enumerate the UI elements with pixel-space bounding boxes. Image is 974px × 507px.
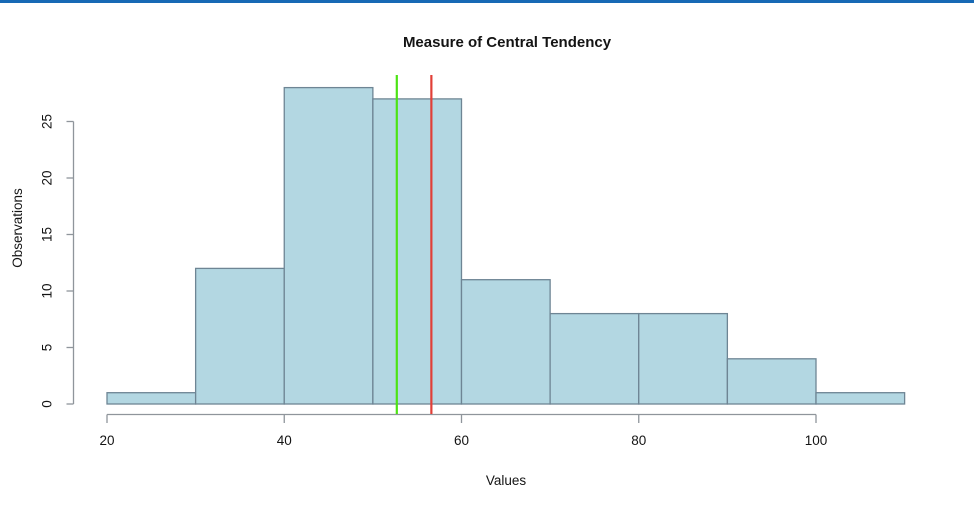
x-tick-label: 20	[99, 433, 114, 448]
y-tick-label: 0	[40, 400, 55, 408]
histogram-bar	[194, 267, 285, 405]
x-axis: 20 40 60 80 100	[99, 413, 828, 448]
y-axis-label: Observations	[10, 188, 25, 268]
x-axis-label: Values	[486, 473, 527, 488]
vlines-group	[395, 75, 433, 414]
y-tick-label: 10	[40, 283, 55, 298]
top-accent-bar	[0, 0, 974, 3]
histogram-bar	[283, 86, 374, 405]
x-tick-label: 60	[454, 433, 469, 448]
histogram-bar	[815, 392, 906, 405]
y-axis: 0 5 10 15 20 25	[40, 114, 75, 408]
x-tick-label: 80	[631, 433, 646, 448]
bars-group	[106, 86, 906, 405]
histogram-bar	[638, 312, 729, 405]
histogram-bar	[549, 312, 640, 405]
x-tick-label: 40	[277, 433, 292, 448]
y-tick-label: 25	[40, 114, 55, 129]
histogram-bar	[372, 98, 463, 405]
y-tick-label: 15	[40, 227, 55, 242]
histogram-bar	[460, 279, 551, 405]
y-tick-label: 5	[40, 344, 55, 352]
chart-title: Measure of Central Tendency	[403, 34, 612, 51]
y-tick-label: 20	[40, 170, 55, 185]
histogram-bar	[106, 392, 197, 405]
x-tick-label: 100	[805, 433, 828, 448]
histogram-bar	[726, 358, 817, 405]
